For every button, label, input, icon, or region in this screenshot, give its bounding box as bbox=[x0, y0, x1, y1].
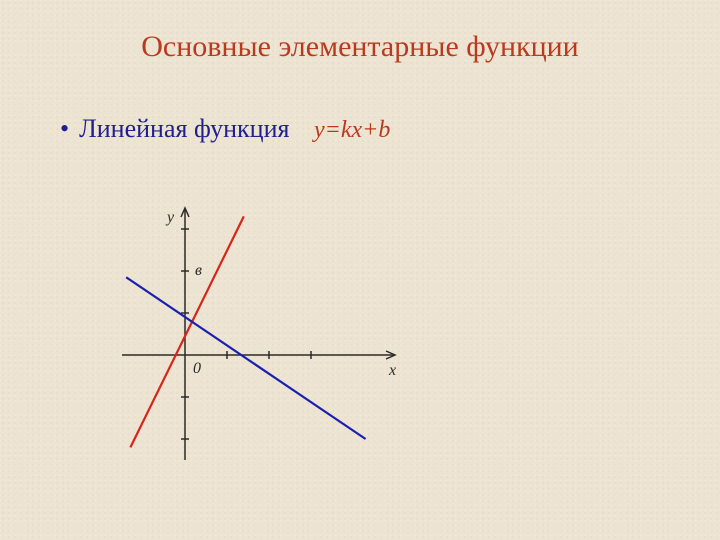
x-axis-label: x bbox=[388, 362, 396, 379]
bullet-formula: y=kx+b bbox=[314, 117, 390, 143]
bullet-glyph: • bbox=[60, 114, 69, 143]
red-line bbox=[130, 216, 243, 447]
intercept-label: в bbox=[195, 262, 202, 279]
bullet-item: • Линейная функция y=kx+b bbox=[60, 114, 390, 144]
origin-label: 0 bbox=[193, 360, 201, 377]
slide-title: Основные элементарные функции bbox=[0, 30, 720, 64]
bullet-text: Линейная функция bbox=[79, 114, 289, 143]
blue-line bbox=[126, 277, 365, 439]
y-axis-label: y bbox=[165, 209, 175, 226]
linear-function-chart: x y 0 в bbox=[90, 160, 430, 460]
